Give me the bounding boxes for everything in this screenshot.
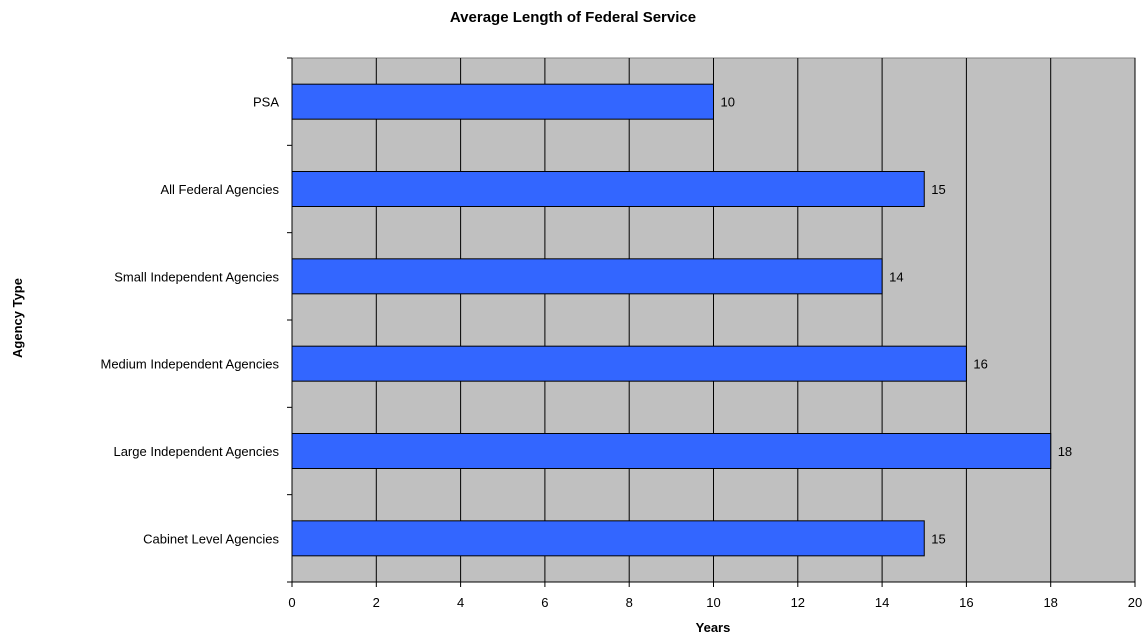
x-tick-label: 6 — [541, 595, 548, 610]
category-labels: PSA All Federal Agencies Small Independent… — [100, 95, 279, 547]
bar — [291, 258, 883, 295]
category-label: Small Independent Agencies — [114, 269, 279, 284]
x-tick-label: 10 — [706, 595, 720, 610]
data-labels: 10 15 14 16 18 15 — [721, 95, 1073, 547]
data-label: 16 — [973, 357, 987, 372]
chart-title: Average Length of Federal Service — [450, 9, 696, 26]
data-label: 15 — [931, 182, 945, 197]
bar — [291, 171, 925, 207]
x-tick-label: 8 — [626, 595, 633, 610]
axes — [287, 57, 1136, 587]
x-tick-label: 2 — [373, 595, 380, 610]
category-label: Cabinet Level Agencies — [143, 531, 279, 546]
y-axis-label: Agency Type — [10, 278, 25, 358]
bar — [291, 345, 967, 382]
x-tick-label: 14 — [875, 595, 889, 610]
x-tick-label: 12 — [791, 595, 805, 610]
data-label: 14 — [889, 269, 903, 284]
data-label: 10 — [721, 95, 735, 110]
category-label: Large Independent Agencies — [113, 444, 279, 459]
category-label: All Federal Agencies — [160, 182, 279, 197]
x-tick-label: 18 — [1043, 595, 1057, 610]
category-label: PSA — [253, 95, 279, 110]
x-axis-label: Years — [696, 620, 731, 635]
x-tick-label: 16 — [959, 595, 973, 610]
gridlines — [375, 58, 1136, 582]
bars — [291, 83, 1052, 557]
x-tick-label: 4 — [457, 595, 464, 610]
data-label: 15 — [931, 531, 945, 546]
data-label: 18 — [1058, 444, 1072, 459]
category-label: Medium Independent Agencies — [100, 357, 279, 372]
x-tick-labels: 0 2 4 6 8 10 12 14 16 18 20 — [288, 595, 1142, 610]
bar — [291, 433, 1052, 469]
bar — [291, 520, 925, 557]
x-tick-label: 0 — [288, 595, 295, 610]
x-tick-label: 20 — [1128, 595, 1142, 610]
bar — [291, 83, 714, 120]
